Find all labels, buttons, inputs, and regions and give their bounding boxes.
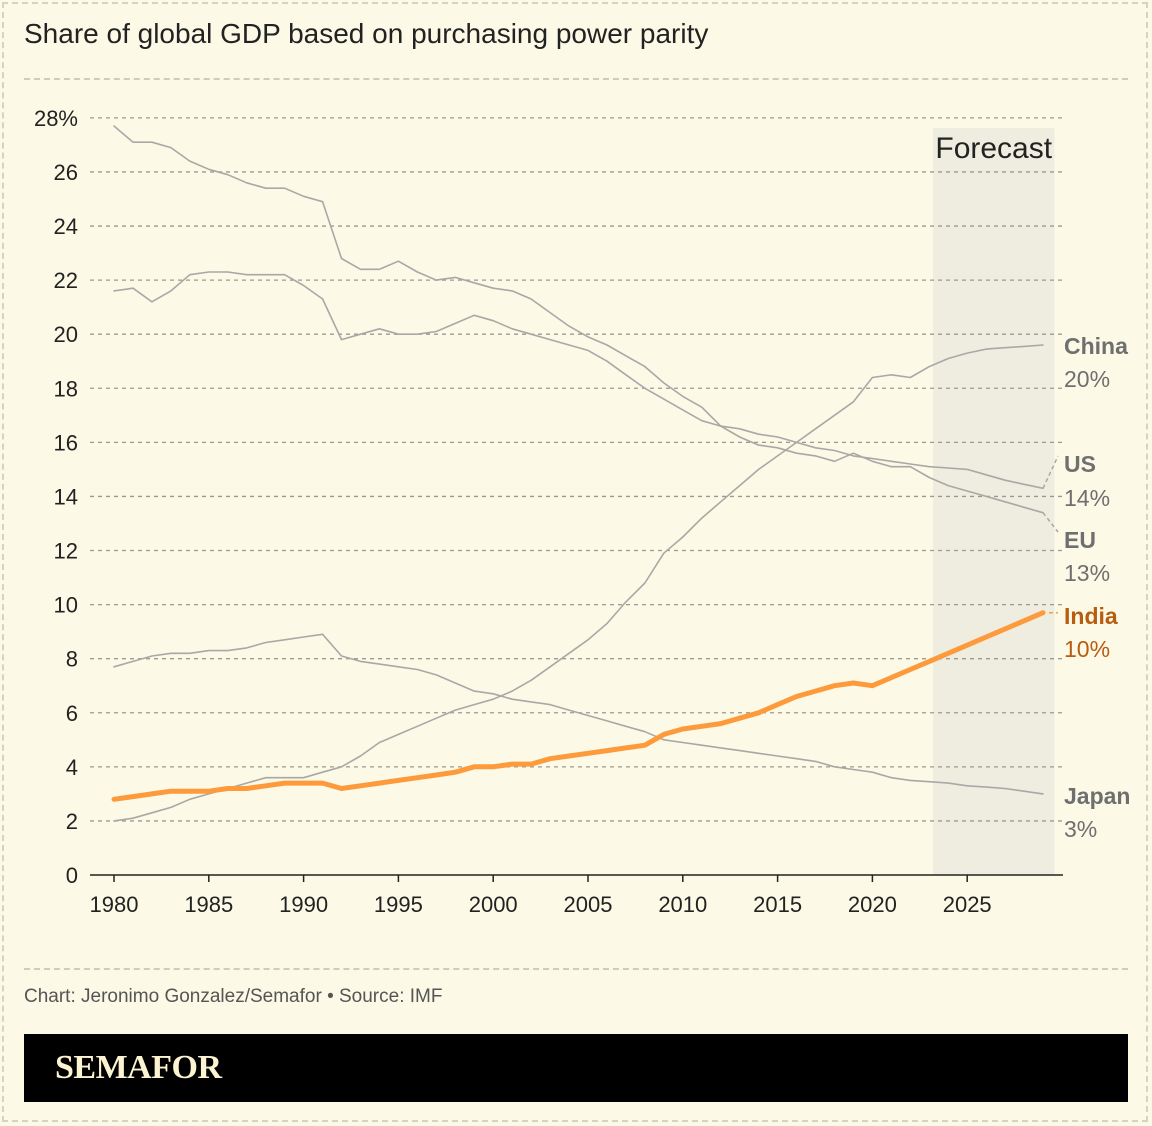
series-value-eu: 13% xyxy=(1064,560,1110,586)
y-tick-label: 6 xyxy=(66,701,78,726)
x-tick-label: 2000 xyxy=(469,892,518,917)
y-tick-label: 26 xyxy=(54,160,78,185)
series-label-japan: Japan xyxy=(1064,783,1130,809)
series-value-japan: 3% xyxy=(1064,816,1097,842)
x-tick-label: 1980 xyxy=(90,892,139,917)
x-tick-label: 1990 xyxy=(279,892,328,917)
y-tick-label: 0 xyxy=(66,863,78,888)
series-line-eu xyxy=(113,125,1044,514)
chart-credit: Chart: Jeronimo Gonzalez/Semafor • Sourc… xyxy=(24,986,443,1007)
y-tick-label: 2 xyxy=(66,809,78,834)
x-tick-label: 1995 xyxy=(374,892,423,917)
x-tick-label: 2025 xyxy=(943,892,992,917)
series-line-japan xyxy=(113,633,1044,795)
y-tick-label: 14 xyxy=(54,484,78,509)
series-label-eu: EU xyxy=(1064,527,1096,553)
series-value-us: 14% xyxy=(1064,485,1110,511)
x-tick-label: 2020 xyxy=(848,892,897,917)
series-label-india: India xyxy=(1064,603,1118,629)
chart-title: Share of global GDP based on purchasing … xyxy=(24,18,709,49)
forecast-label: Forecast xyxy=(935,132,1052,165)
y-tick-label: 22 xyxy=(54,268,78,293)
series-value-india: 10% xyxy=(1064,636,1110,662)
y-tick-label: 24 xyxy=(54,214,78,239)
y-tick-label: 8 xyxy=(66,647,78,672)
series-line-china xyxy=(113,344,1044,822)
series-line-us xyxy=(113,271,1044,490)
footer-divider xyxy=(24,968,1128,970)
brand-bar: SEMAFOR xyxy=(24,1034,1128,1102)
y-tick-label: 18 xyxy=(54,376,78,401)
y-tick-label: 28% xyxy=(34,106,78,131)
y-tick-label: 4 xyxy=(66,755,78,780)
forecast-band xyxy=(933,128,1055,875)
y-tick-label: 16 xyxy=(54,430,78,455)
series-label-china: China xyxy=(1064,333,1128,359)
y-tick-label: 12 xyxy=(54,539,78,564)
x-tick-label: 1985 xyxy=(184,892,233,917)
leader-line-us xyxy=(1042,455,1059,489)
series-label-us: US xyxy=(1064,451,1096,477)
series-line-india xyxy=(111,610,1046,802)
x-tick-label: 2005 xyxy=(564,892,613,917)
y-tick-label: 10 xyxy=(54,593,78,618)
x-tick-label: 2015 xyxy=(753,892,802,917)
y-tick-label: 20 xyxy=(54,322,78,347)
x-tick-label: 2010 xyxy=(658,892,707,917)
title-divider xyxy=(24,78,1128,80)
semafor-logo: SEMAFOR xyxy=(55,1049,222,1086)
series-value-china: 20% xyxy=(1064,366,1110,392)
